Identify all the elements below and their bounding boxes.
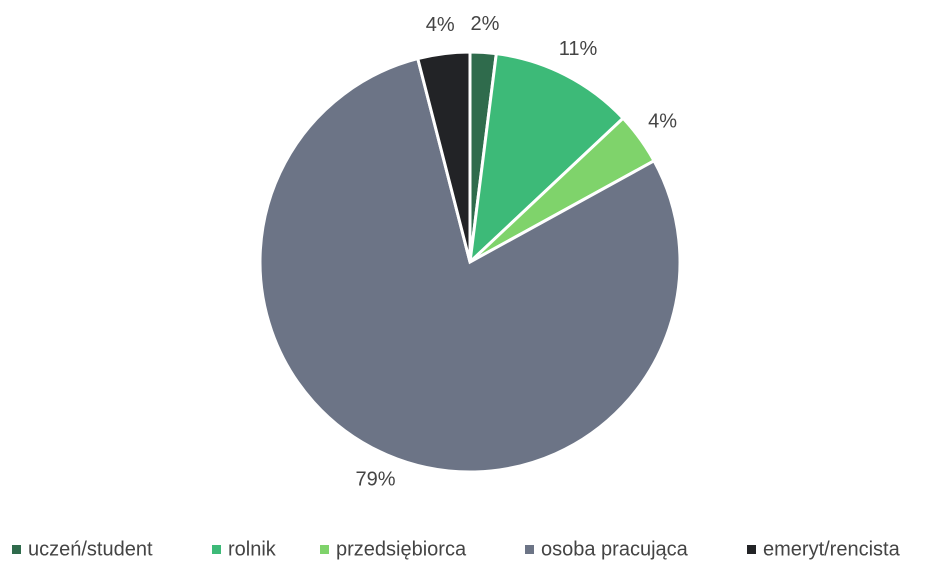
legend-label: rolnik	[228, 538, 277, 560]
data-label: 2%	[470, 13, 499, 35]
legend-swatch	[747, 545, 756, 554]
data-label: 4%	[648, 110, 677, 132]
legend-label: osoba pracująca	[541, 538, 689, 560]
legend-swatch	[320, 545, 329, 554]
pie-slice	[258, 56, 682, 474]
legend-label: emeryt/rencista	[763, 538, 901, 560]
data-label: 11%	[559, 38, 598, 60]
legend-swatch	[212, 545, 221, 554]
data-label: 79%	[355, 469, 395, 491]
data-label: 4%	[426, 14, 455, 36]
legend-swatch	[525, 545, 534, 554]
pie-slice	[467, 51, 626, 266]
legend-swatch	[12, 545, 21, 554]
legend-label: uczeń/student	[28, 538, 153, 560]
pie-slice	[415, 50, 472, 263]
legend-label: przedsiębiorca	[336, 538, 467, 560]
